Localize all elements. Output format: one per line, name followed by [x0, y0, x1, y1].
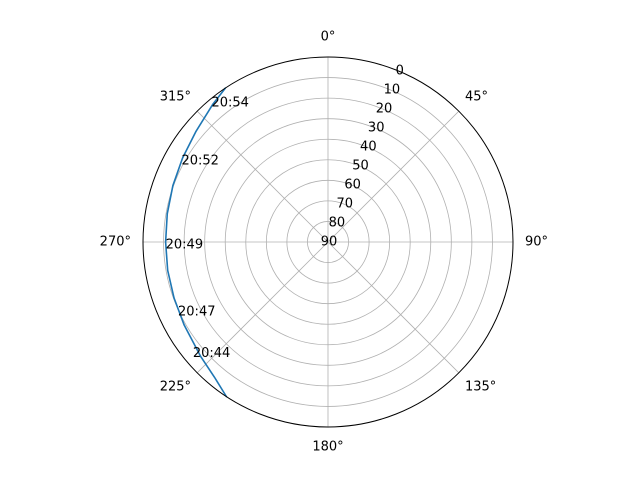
theta-tick-label: 135° [465, 379, 496, 394]
polar-outer-frame [142, 56, 514, 428]
theta-tick-label: 270° [100, 235, 131, 250]
radial-tick-label: 0 [396, 64, 404, 79]
angular-grid-line [327, 241, 460, 374]
radial-tick-label: 70 [336, 197, 353, 212]
angular-grid-line [196, 110, 329, 243]
angular-grid-line [196, 241, 329, 374]
time-annotation: 20:52 [181, 153, 218, 168]
time-annotation: 20:44 [193, 346, 230, 361]
polar-grid [143, 57, 513, 427]
series-layer [164, 87, 228, 398]
radial-tick-label: 10 [384, 83, 401, 98]
radial-tick-label: 30 [368, 121, 385, 136]
radial-tick-labels: 0 10 20 30 40 50 60 70 80 90 [321, 64, 404, 250]
radial-tick-label: 90 [321, 235, 338, 250]
theta-tick-label: 45° [465, 90, 488, 105]
radial-tick-label: 80 [329, 216, 346, 231]
theta-tick-label: 225° [160, 379, 191, 394]
time-annotation: 20:54 [211, 96, 248, 111]
radial-tick-label: 40 [360, 140, 377, 155]
radial-tick-label: 60 [344, 178, 361, 193]
radial-tick-label: 50 [352, 159, 369, 174]
theta-tick-label: 315° [160, 90, 191, 105]
theta-tick-label: 180° [312, 440, 343, 455]
angular-grid-line [327, 110, 460, 243]
time-annotation: 20:49 [166, 237, 203, 252]
theta-tick-label: 90° [525, 235, 548, 250]
series-line [164, 87, 228, 398]
radial-tick-label: 20 [376, 102, 393, 117]
time-annotation: 20:47 [178, 304, 215, 319]
time-annotations: 20:44 20:47 20:49 20:52 20:54 [166, 96, 249, 361]
theta-tick-label: 0° [321, 30, 336, 45]
theta-tick-labels: 0° 45° 90° 135° 180° 225° 270° 315° [100, 30, 548, 455]
